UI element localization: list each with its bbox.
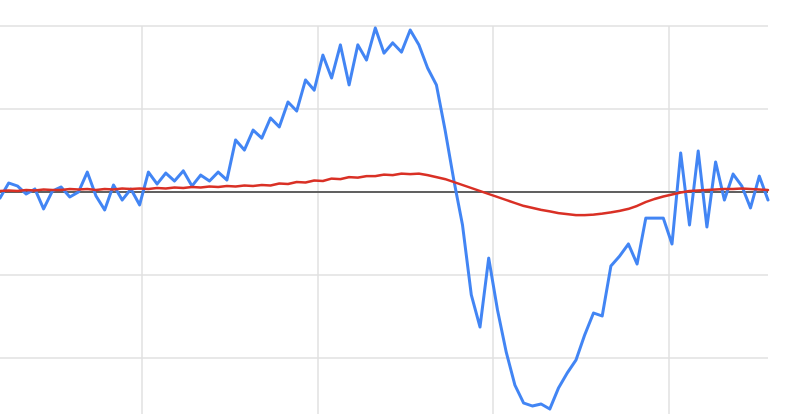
blue-series-line <box>0 26 770 411</box>
gridlines-group <box>0 25 768 414</box>
red-series-line <box>0 172 770 217</box>
